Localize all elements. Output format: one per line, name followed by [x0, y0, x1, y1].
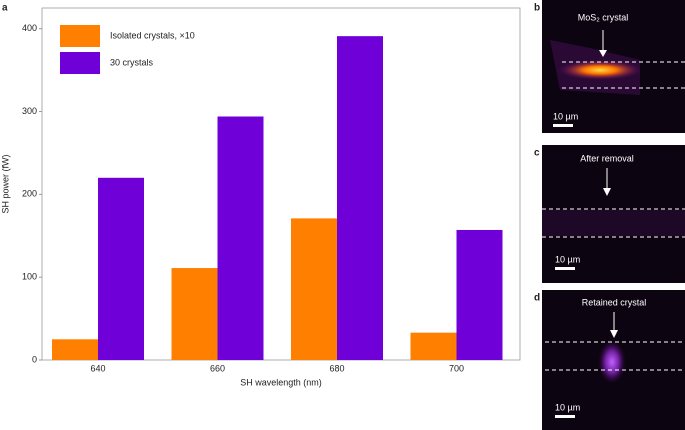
- y-tick-label: 300: [22, 106, 37, 116]
- x-axis-label: SH wavelength (nm): [240, 377, 322, 387]
- y-tick-label: 100: [22, 272, 37, 282]
- scale-bar-label: 10 µm: [555, 254, 580, 264]
- bar: [456, 229, 503, 360]
- bar: [171, 268, 218, 360]
- legend-label: Isolated crystals, ×10: [110, 30, 195, 40]
- panel-label: a: [2, 3, 8, 14]
- image-c: [542, 145, 685, 283]
- bar: [98, 177, 144, 360]
- crystal-signal: [598, 340, 626, 384]
- image-b: [542, 0, 685, 133]
- scale-bar-label: 10 µm: [553, 111, 578, 121]
- panel-label: d: [534, 293, 540, 304]
- arrow-head: [599, 50, 607, 57]
- x-tick-label: 700: [449, 363, 464, 373]
- scale-bar-label: 10 µm: [555, 402, 580, 412]
- scale-bar: [555, 267, 575, 270]
- annotation: Retained crystal: [582, 297, 647, 307]
- crystal-signal: [558, 60, 642, 80]
- annotation: After removal: [580, 153, 634, 163]
- bar: [337, 36, 383, 360]
- legend-swatch: [60, 52, 100, 74]
- legend-swatch: [60, 25, 100, 47]
- bar: [217, 116, 264, 360]
- y-tick-label: 400: [22, 23, 37, 33]
- x-tick-label: 660: [210, 363, 225, 373]
- arrow-head: [603, 188, 611, 196]
- y-tick-label: 0: [32, 354, 37, 364]
- annotation: MoS₂ crystal: [578, 12, 629, 22]
- y-tick-label: 200: [22, 189, 37, 199]
- bar: [52, 339, 98, 360]
- y-axis-label: SH power (fW): [0, 154, 10, 213]
- region: [542, 210, 685, 236]
- image-d: [542, 290, 685, 430]
- scale-bar: [553, 124, 573, 127]
- x-tick-label: 640: [90, 363, 105, 373]
- panel-label: c: [534, 148, 540, 159]
- legend-label: 30 crystals: [110, 57, 154, 67]
- scale-bar: [555, 415, 575, 418]
- panel-label: b: [534, 3, 540, 14]
- plot-frame: [41, 7, 521, 361]
- bar: [291, 218, 337, 360]
- bar: [410, 332, 457, 360]
- x-tick-label: 680: [329, 363, 344, 373]
- arrow-head: [610, 330, 618, 338]
